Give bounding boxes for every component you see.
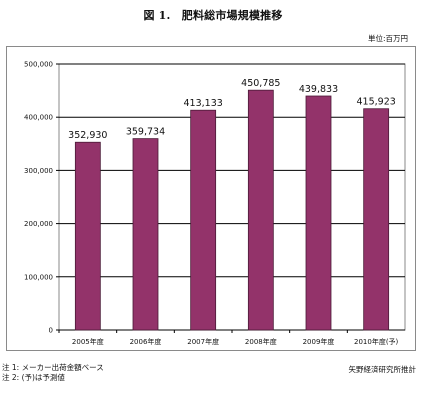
data-label: 439,833 (299, 84, 338, 95)
bar (305, 95, 332, 331)
bar (132, 138, 159, 331)
plot-area (58, 63, 406, 331)
data-label: 359,734 (126, 127, 165, 138)
source-note: 矢野経済研究所推計 (348, 365, 417, 374)
bar (363, 108, 390, 331)
y-tick-label: 500,000 (24, 61, 53, 69)
unit-label: 単位:百万円 (367, 34, 408, 43)
bar-chart: 0 100,000 200,000 300,000 400,000 500,000 352,… (24, 61, 406, 346)
bar (190, 109, 217, 331)
x-tick-label: 2005年度 (72, 337, 104, 346)
footnote-1: 注 1: メーカー出荷金額ベース (2, 363, 104, 372)
bar (74, 141, 101, 331)
x-tick-label: 2009年度 (303, 337, 335, 346)
data-label: 352,930 (68, 130, 107, 141)
x-tick-label: 2007年度 (187, 337, 219, 346)
y-tick-label: 400,000 (24, 114, 53, 122)
chart-frame: 0 100,000 200,000 300,000 400,000 500,000 352,… (6, 46, 416, 351)
y-tick-label: 100,000 (24, 273, 53, 281)
chart-title: 図 1. 肥料総市場規模推移 (143, 9, 283, 22)
footnotes: 注 1: メーカー出荷金額ベース 注 2: (予)は予測値 (2, 363, 104, 382)
footnote-2: 注 2: (予)は予測値 (2, 372, 65, 382)
y-tick-label: 0 (49, 327, 53, 335)
data-label: 413,133 (184, 98, 223, 109)
x-tick-label: 2008年度 (245, 337, 277, 346)
x-tick-label: 2006年度 (130, 337, 162, 346)
data-label: 450,785 (241, 78, 280, 89)
y-tick-label: 200,000 (24, 220, 53, 228)
x-tick-label: 2010年度(予) (354, 337, 399, 346)
y-tick-label: 300,000 (24, 167, 53, 175)
data-label: 415,923 (357, 97, 396, 108)
bar (247, 89, 274, 331)
